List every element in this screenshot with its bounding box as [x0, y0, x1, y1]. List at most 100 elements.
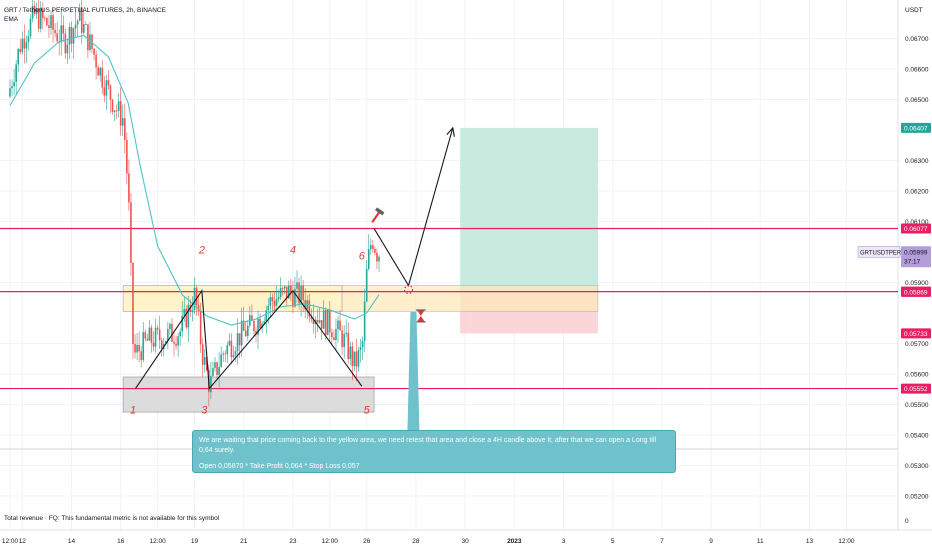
analysis-callout[interactable]: We are waiting that price coming back to…: [192, 430, 676, 473]
candle-body: [148, 327, 151, 341]
candle-body: [224, 353, 227, 355]
candle-body: [265, 310, 268, 322]
candle-body: [324, 310, 327, 336]
candle-body: [46, 18, 48, 26]
candle-body: [247, 325, 249, 337]
candle-body: [210, 376, 212, 393]
price-badge-label: 0.06407: [904, 125, 928, 132]
candle-body: [132, 262, 134, 345]
time-tick-label: 12:00: [838, 538, 855, 545]
candles-layer: [9, 0, 380, 407]
candle-body: [214, 362, 216, 369]
symbol-badge-label: GRTUSDTPERP: [860, 250, 905, 256]
candle-body: [52, 15, 54, 30]
candle-body: [365, 268, 368, 302]
wave-label-1: 1: [130, 405, 136, 417]
candle-body: [288, 285, 290, 299]
candle-body: [331, 332, 333, 338]
candle-body: [197, 305, 200, 311]
price-badge: [901, 122, 931, 133]
candle-body: [310, 316, 313, 320]
hammer-head: [375, 207, 385, 216]
wave-label-3: 3: [201, 405, 208, 417]
candle-body: [121, 118, 124, 126]
time-tick-label: 12:00: [2, 538, 19, 545]
candle-body: [37, 8, 40, 29]
candle-body: [117, 101, 120, 111]
wave-label-2: 2: [198, 245, 205, 257]
time-tick-label: 9: [709, 538, 713, 545]
candle-body: [308, 300, 311, 317]
candle-body: [185, 308, 188, 328]
candle-body: [359, 347, 362, 351]
candle-body: [101, 67, 104, 88]
candle-body: [76, 20, 79, 25]
candle-body: [302, 285, 304, 301]
candle-body: [236, 333, 239, 352]
candle-body: [165, 340, 167, 344]
candle-body: [257, 318, 259, 335]
candle-body: [238, 333, 241, 346]
price-tick-label: 0.05600: [905, 371, 929, 378]
candle-body: [35, 8, 38, 14]
candle-body: [105, 80, 108, 96]
zones-layer: [122, 127, 599, 413]
candle-body: [376, 252, 378, 262]
candle-body: [226, 345, 229, 355]
candle-body: [251, 315, 253, 321]
wave-label-5: 5: [364, 405, 371, 417]
candle-body: [353, 351, 356, 367]
price-tick-label: 0.06300: [905, 158, 929, 165]
candle-body: [271, 297, 274, 302]
candle-body: [199, 310, 202, 345]
hammer-icon: [371, 207, 385, 223]
price-tick-label: 0.06700: [905, 36, 929, 43]
candle-body: [29, 18, 32, 37]
candle-body: [255, 331, 257, 335]
price-badge: [901, 286, 931, 297]
candle-body: [113, 110, 116, 112]
time-tick-label: 26: [363, 538, 371, 545]
candle-body: [349, 346, 352, 360]
candle-body: [298, 282, 300, 304]
candle-body: [263, 321, 265, 324]
candle-body: [345, 332, 347, 334]
candle-body: [44, 17, 46, 19]
indicator-label[interactable]: EMA: [4, 16, 19, 23]
position-profit-zone: [460, 127, 598, 292]
price-badge: [901, 223, 931, 234]
candle-body: [361, 341, 364, 348]
candle-body: [244, 330, 247, 337]
hourglass-icon: [415, 309, 426, 323]
candle-body: [187, 304, 190, 328]
price-badge-label: 0.05869: [904, 289, 928, 296]
candle-body: [142, 332, 145, 360]
support-zone: [122, 376, 375, 413]
candle-body: [351, 346, 354, 367]
candle-body: [17, 48, 19, 65]
zero-tick-label: 0: [905, 518, 909, 525]
candle-body: [193, 287, 196, 311]
wave-label-4: 4: [290, 245, 296, 257]
callout-line-2: Open 0,05870 * Take Profit 0,064 * Stop …: [199, 463, 360, 470]
retest-marker: [403, 284, 414, 295]
price-tick-label: 0.05900: [905, 280, 929, 287]
candle-body: [234, 351, 237, 356]
hourglass-bottom: [416, 315, 425, 322]
candle-body: [134, 344, 136, 353]
candle-body: [128, 173, 130, 203]
candle-body: [374, 248, 376, 253]
candle-body: [60, 25, 63, 43]
candle-body: [216, 362, 218, 375]
price-badge-label: 0.05552: [904, 386, 928, 393]
symbol-title[interactable]: GRT / TetherUS PERPETUAL FUTURES, 2h, BI…: [4, 7, 166, 14]
price-axis[interactable]: USDT 0.06700 0.06600 0.06500 0.06300 0.06200 0…: [857, 7, 931, 525]
candle-body: [93, 48, 95, 55]
hammer-handle: [371, 211, 380, 223]
drawings-layer: 1 2 3 4 5 6: [130, 126, 455, 431]
candle-body: [25, 42, 28, 49]
candle-body: [292, 292, 294, 307]
candle-body: [150, 327, 153, 343]
time-axis[interactable]: 12:00 12 14 16 12:00 19 21 23 12:00 26 28 30 2023 3 5 7…: [2, 538, 855, 545]
candle-body: [259, 318, 261, 329]
